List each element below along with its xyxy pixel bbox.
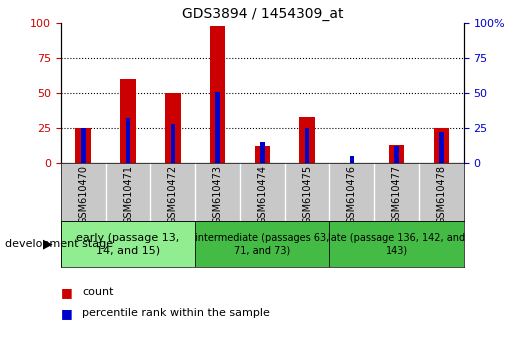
Bar: [305, 128, 310, 163]
Text: ■: ■: [61, 286, 73, 298]
Bar: [299, 117, 315, 163]
Bar: [254, 146, 270, 163]
Text: GSM610475: GSM610475: [302, 165, 312, 224]
Bar: [171, 124, 175, 163]
Bar: [120, 79, 136, 163]
Text: GSM610474: GSM610474: [258, 165, 267, 224]
Bar: [75, 128, 91, 163]
Bar: [260, 142, 264, 163]
Bar: [330, 221, 464, 267]
Bar: [439, 132, 444, 163]
Bar: [350, 156, 354, 163]
Bar: [126, 118, 130, 163]
Bar: [210, 26, 225, 163]
Text: GSM610478: GSM610478: [436, 165, 446, 224]
Bar: [394, 146, 399, 163]
Bar: [195, 221, 330, 267]
Text: GSM610473: GSM610473: [213, 165, 223, 224]
Bar: [434, 128, 449, 163]
Text: GSM610470: GSM610470: [78, 165, 89, 224]
Text: count: count: [82, 287, 113, 297]
Bar: [215, 92, 220, 163]
Text: percentile rank within the sample: percentile rank within the sample: [82, 308, 270, 318]
Text: ▶: ▶: [43, 238, 52, 251]
Bar: [81, 128, 85, 163]
Text: GSM610476: GSM610476: [347, 165, 357, 224]
Text: GSM610471: GSM610471: [123, 165, 133, 224]
Text: ■: ■: [61, 307, 73, 320]
Text: late (passage 136, 142, and
143): late (passage 136, 142, and 143): [328, 233, 465, 255]
Text: GSM610472: GSM610472: [168, 165, 178, 224]
Bar: [165, 93, 181, 163]
Text: GSM610477: GSM610477: [392, 165, 402, 224]
Text: development stage: development stage: [5, 239, 113, 249]
Bar: [61, 221, 195, 267]
Bar: [389, 145, 404, 163]
Text: early (passage 13,
14, and 15): early (passage 13, 14, and 15): [76, 233, 180, 255]
Title: GDS3894 / 1454309_at: GDS3894 / 1454309_at: [182, 7, 343, 21]
Text: intermediate (passages 63,
71, and 73): intermediate (passages 63, 71, and 73): [195, 233, 330, 255]
